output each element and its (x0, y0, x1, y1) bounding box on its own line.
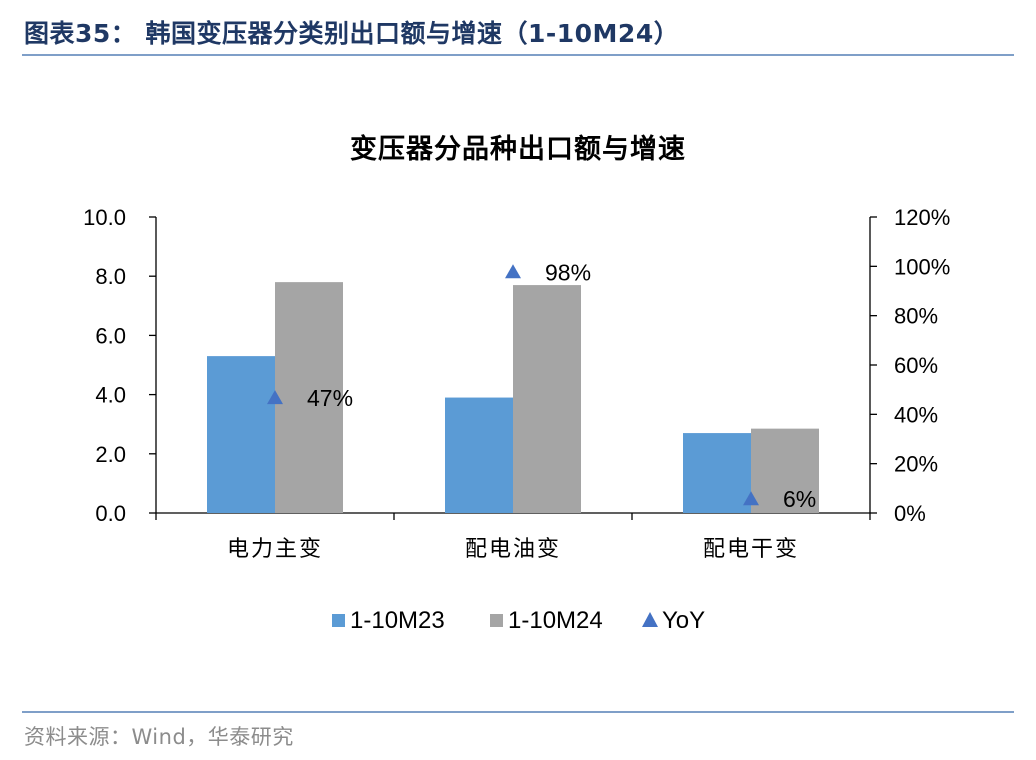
right-y-tick-label: 60% (894, 353, 938, 378)
left-y-tick-label: 0.0 (95, 501, 126, 526)
yoy-marker (743, 491, 759, 506)
yoy-data-label: 47% (307, 385, 353, 411)
right-y-tick-label: 40% (894, 402, 938, 427)
left-y-tick-label: 6.0 (95, 323, 126, 348)
chart-title: 变压器分品种出口额与增速 (350, 133, 686, 165)
source-note: 资料来源：Wind，华泰研究 (24, 725, 294, 749)
legend-swatch (490, 614, 503, 627)
legend: 1-10M23 1-10M24 YoY (332, 607, 705, 634)
bar-1-10M23 (445, 397, 513, 513)
left-y-tick-label: 4.0 (95, 383, 126, 408)
legend-marker (642, 612, 658, 627)
left-y-tick-label: 2.0 (95, 442, 126, 467)
header-rule (22, 54, 1014, 56)
bar-1-10M24 (275, 282, 343, 513)
left-y-tick-label: 10.0 (83, 205, 126, 230)
yoy-marker (267, 390, 283, 405)
right-y-tick-label: 80% (894, 304, 938, 329)
right-y-tick-label: 20% (894, 452, 938, 477)
yoy-marker (505, 264, 521, 279)
bar-1-10M23 (683, 433, 751, 513)
x-tick-label: 电力主变 (227, 537, 323, 562)
yoy-data-label: 98% (545, 259, 591, 285)
left-y-tick-label: 8.0 (95, 264, 126, 289)
figure-header: 图表35： 韩国变压器分类别出口额与增速（1-10M24） (22, 10, 1014, 54)
footer-rule (22, 711, 1014, 713)
x-tick-label: 配电干变 (703, 537, 799, 562)
right-y-tick-label: 120% (894, 205, 950, 230)
bar-1-10M24 (751, 428, 819, 513)
legend-label: 1-10M24 (508, 607, 603, 634)
right-y-tick-label: 100% (894, 254, 950, 279)
right-y-tick-label: 0% (894, 501, 926, 526)
chart: 变压器分品种出口额与增速 0.0 2.0 4.0 6.0 8.0 10.0 0% 20% 40%… (83, 133, 950, 634)
yoy-data-label: 6% (783, 486, 816, 512)
bar-1-10M24 (513, 285, 581, 513)
legend-swatch (332, 614, 345, 627)
bar-1-10M23 (207, 356, 275, 513)
figure-title: 图表35： 韩国变压器分类别出口额与增速（1-10M24） (24, 19, 680, 48)
plot-area: 0.0 2.0 4.0 6.0 8.0 10.0 0% 20% 40% 60% 80% 100% 120… (83, 205, 950, 562)
x-tick-label: 配电油变 (465, 537, 561, 562)
legend-label: 1-10M23 (350, 607, 445, 634)
legend-label: YoY (662, 607, 705, 634)
